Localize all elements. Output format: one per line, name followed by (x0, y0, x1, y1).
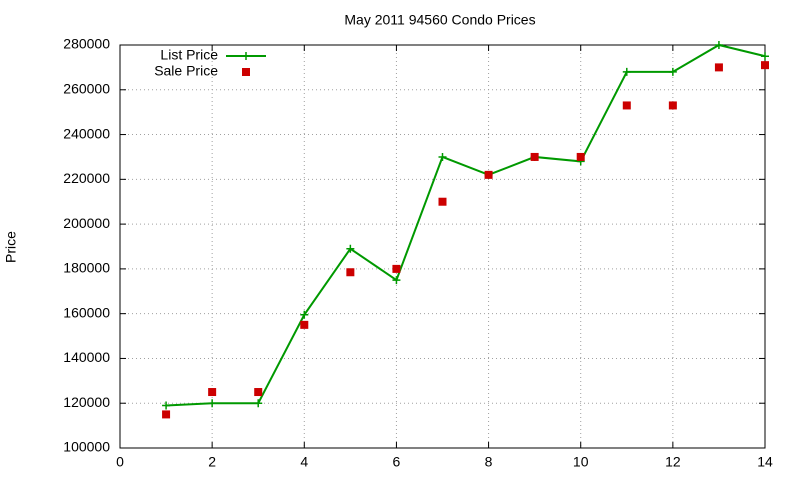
marker (254, 388, 263, 397)
y-tick-label: 260000 (63, 80, 110, 96)
y-axis-label: Price (3, 231, 19, 263)
marker (208, 399, 217, 408)
y-tick-label: 120000 (63, 394, 110, 410)
marker-cross (254, 399, 263, 408)
marker (622, 67, 631, 76)
marker (438, 197, 447, 206)
marker-cross (208, 399, 217, 408)
plot-frame (119, 44, 766, 449)
x-tick-label: 12 (665, 454, 681, 470)
marker (530, 152, 539, 161)
marker (761, 52, 769, 61)
legend-label: Sale Price (154, 63, 218, 79)
marker (346, 268, 355, 277)
y-tick-label: 180000 (63, 260, 110, 276)
x-tick-label: 6 (393, 454, 401, 470)
marker (668, 101, 677, 110)
marker-cross (668, 67, 677, 76)
x-tick-label: 0 (116, 454, 124, 470)
marker (714, 63, 723, 72)
marker (300, 320, 309, 329)
marker (162, 401, 171, 410)
marker (392, 276, 401, 285)
marker (208, 388, 217, 397)
y-tick-label: 200000 (63, 215, 110, 231)
marker (300, 310, 309, 319)
marker (162, 410, 171, 419)
marker-cross (300, 310, 309, 319)
marker-cross (714, 41, 723, 49)
marker (576, 152, 585, 161)
x-tick-label: 14 (757, 454, 773, 470)
marker (714, 41, 723, 49)
y-tick-label: 220000 (63, 170, 110, 186)
marker-cross (346, 244, 355, 253)
marker (622, 101, 631, 110)
y-tick-label: 280000 (63, 36, 110, 52)
marker (761, 61, 769, 70)
marker (346, 244, 355, 253)
marker (668, 67, 677, 76)
legend-label: List Price (160, 47, 218, 63)
y-tick-label: 240000 (63, 125, 110, 141)
series-line (166, 43, 766, 407)
legend-marker (242, 68, 250, 76)
chart-title: May 2011 94560 Condo Prices (344, 12, 535, 28)
x-tick-label: 4 (300, 454, 308, 470)
marker-cross (162, 401, 171, 410)
legend-marker (242, 52, 250, 60)
marker (484, 170, 493, 179)
marker (438, 152, 447, 161)
x-tick-label: 10 (573, 454, 589, 470)
marker-cross (622, 67, 631, 76)
y-tick-label: 160000 (63, 304, 110, 320)
marker (254, 399, 263, 408)
y-tick-label: 140000 (63, 349, 110, 365)
marker-cross (761, 52, 769, 61)
y-tick-label: 100000 (63, 439, 110, 455)
marker-cross (392, 276, 401, 285)
marker (392, 264, 401, 273)
x-tick-label: 2 (208, 454, 216, 470)
marker-cross (438, 152, 447, 161)
x-tick-label: 8 (485, 454, 493, 470)
